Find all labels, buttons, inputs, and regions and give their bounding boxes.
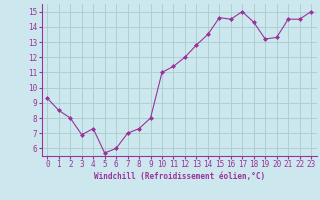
X-axis label: Windchill (Refroidissement éolien,°C): Windchill (Refroidissement éolien,°C) bbox=[94, 172, 265, 181]
